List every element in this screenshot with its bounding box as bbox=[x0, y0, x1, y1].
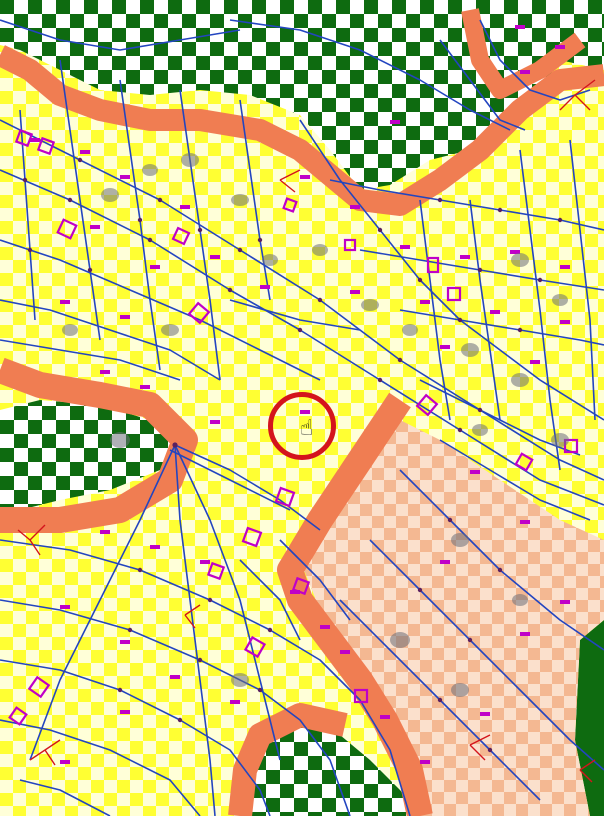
forest-top-right bbox=[580, 0, 604, 60]
parcel-vertices bbox=[22, 157, 563, 753]
orange-buffer-bottom bbox=[228, 703, 348, 816]
forest-bottom bbox=[240, 720, 420, 816]
hand-cursor-icon: ☝ bbox=[300, 416, 314, 441]
building-shadows bbox=[62, 153, 569, 697]
forest-bottom-right bbox=[575, 620, 604, 816]
forest-left bbox=[0, 400, 175, 510]
orange-buffer-left bbox=[0, 357, 198, 533]
parcel-labels bbox=[30, 25, 570, 764]
building-outlines bbox=[8, 128, 579, 726]
orange-buffer-diagonal bbox=[277, 392, 433, 816]
survey-markers bbox=[17, 79, 596, 783]
forest-top bbox=[0, 0, 604, 190]
orange-buffer-top bbox=[0, 45, 604, 216]
orange-buffer-right bbox=[461, 8, 586, 99]
peach-zone bbox=[300, 420, 604, 816]
